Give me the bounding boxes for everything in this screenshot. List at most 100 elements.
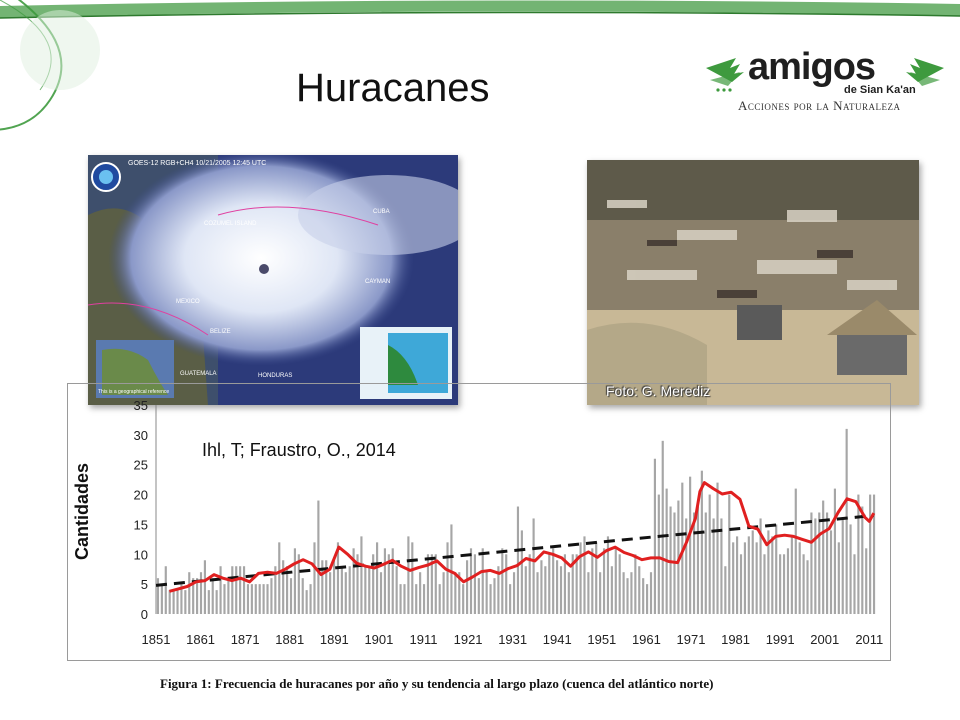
- bar: [642, 578, 645, 614]
- bar: [685, 518, 688, 614]
- bar: [430, 554, 433, 614]
- hurricane-damage-image: [587, 160, 919, 405]
- damage-photo: [587, 160, 919, 405]
- bar: [630, 572, 633, 614]
- x-tick-label: 1961: [632, 632, 661, 647]
- logo-name: amigos: [748, 46, 876, 88]
- bar: [634, 554, 637, 614]
- bar: [172, 590, 175, 614]
- y-tick-label: 5: [141, 577, 148, 592]
- photo-credit: Foto: G. Merediz: [606, 383, 711, 399]
- x-tick-label: 1991: [766, 632, 795, 647]
- bar: [810, 512, 813, 614]
- bar: [477, 578, 480, 614]
- bar: [231, 566, 234, 614]
- bar: [763, 554, 766, 614]
- svg-text:This is a geographical referen: This is a geographical reference: [98, 389, 169, 395]
- x-tick-label: 1971: [677, 632, 706, 647]
- y-tick-label: 10: [134, 547, 148, 562]
- y-tick-label: 25: [134, 458, 148, 473]
- x-tick-label: 1861: [186, 632, 215, 647]
- logo: amigos de Sian Ka'an Acciones por la Nat…: [700, 40, 950, 120]
- bar: [587, 572, 590, 614]
- bar: [857, 494, 860, 614]
- bar: [845, 428, 848, 614]
- bar: [606, 536, 610, 614]
- bar: [266, 584, 269, 614]
- bar: [332, 560, 336, 614]
- decorative-border: [0, 0, 960, 131]
- page-title: Huracanes: [296, 66, 490, 110]
- bar: [689, 476, 692, 614]
- bar: [317, 500, 320, 614]
- bar: [305, 590, 308, 614]
- bar: [732, 542, 735, 614]
- bar: [309, 584, 312, 614]
- bar: [293, 548, 296, 614]
- bar: [661, 440, 664, 614]
- bar: [282, 560, 285, 614]
- bar: [411, 542, 414, 614]
- bar: [802, 554, 805, 614]
- bar: [708, 494, 711, 614]
- bar: [286, 566, 289, 614]
- bar: [798, 542, 801, 614]
- bar: [646, 584, 649, 614]
- bar: [528, 554, 531, 614]
- bar: [638, 566, 641, 614]
- bar: [325, 560, 328, 614]
- bar: [301, 578, 304, 614]
- bar: [536, 572, 539, 614]
- logo-subname: de Sian Ka'an: [844, 84, 916, 96]
- bar: [242, 566, 246, 614]
- x-tick-label: 2001: [810, 632, 839, 647]
- bar: [156, 578, 160, 614]
- bar: [509, 584, 512, 614]
- y-tick-label: 0: [141, 607, 148, 622]
- bar: [595, 542, 598, 614]
- bar: [626, 578, 629, 614]
- bar: [239, 566, 242, 614]
- bar: [356, 554, 359, 614]
- bar: [399, 584, 402, 614]
- bar: [419, 572, 422, 614]
- svg-text:COZUMEL ISLAND: COZUMEL ISLAND: [204, 221, 257, 227]
- x-tick-label: 1871: [231, 632, 260, 647]
- bar: [622, 572, 625, 614]
- bar: [579, 542, 582, 614]
- bar: [184, 590, 187, 614]
- bar: [466, 560, 469, 614]
- bar: [818, 512, 821, 614]
- bar: [602, 548, 606, 614]
- x-tick-label: 1851: [142, 632, 171, 647]
- bar: [806, 560, 809, 614]
- bar: [246, 584, 250, 614]
- bar: [743, 542, 746, 614]
- bar: [665, 488, 668, 614]
- bar: [583, 536, 586, 614]
- bar: [485, 572, 488, 614]
- bar: [712, 518, 715, 614]
- bar: [524, 566, 527, 614]
- bar: [567, 572, 570, 614]
- svg-text:MEXICO: MEXICO: [176, 299, 200, 305]
- bar: [716, 482, 719, 614]
- bar: [376, 542, 379, 614]
- bar: [786, 548, 790, 614]
- bar: [822, 500, 825, 614]
- bar: [379, 572, 383, 614]
- bar: [387, 554, 390, 614]
- bar: [544, 566, 547, 614]
- bar: [344, 572, 347, 614]
- bar: [571, 554, 574, 614]
- x-tick-label: 1941: [543, 632, 572, 647]
- bar: [696, 506, 700, 614]
- bar: [700, 470, 703, 614]
- x-tick-label: 1911: [410, 632, 438, 647]
- bar: [329, 572, 332, 614]
- bar: [505, 554, 508, 614]
- svg-text:GUATEMALA: GUATEMALA: [180, 371, 217, 377]
- bar: [489, 584, 492, 614]
- bar: [321, 560, 324, 614]
